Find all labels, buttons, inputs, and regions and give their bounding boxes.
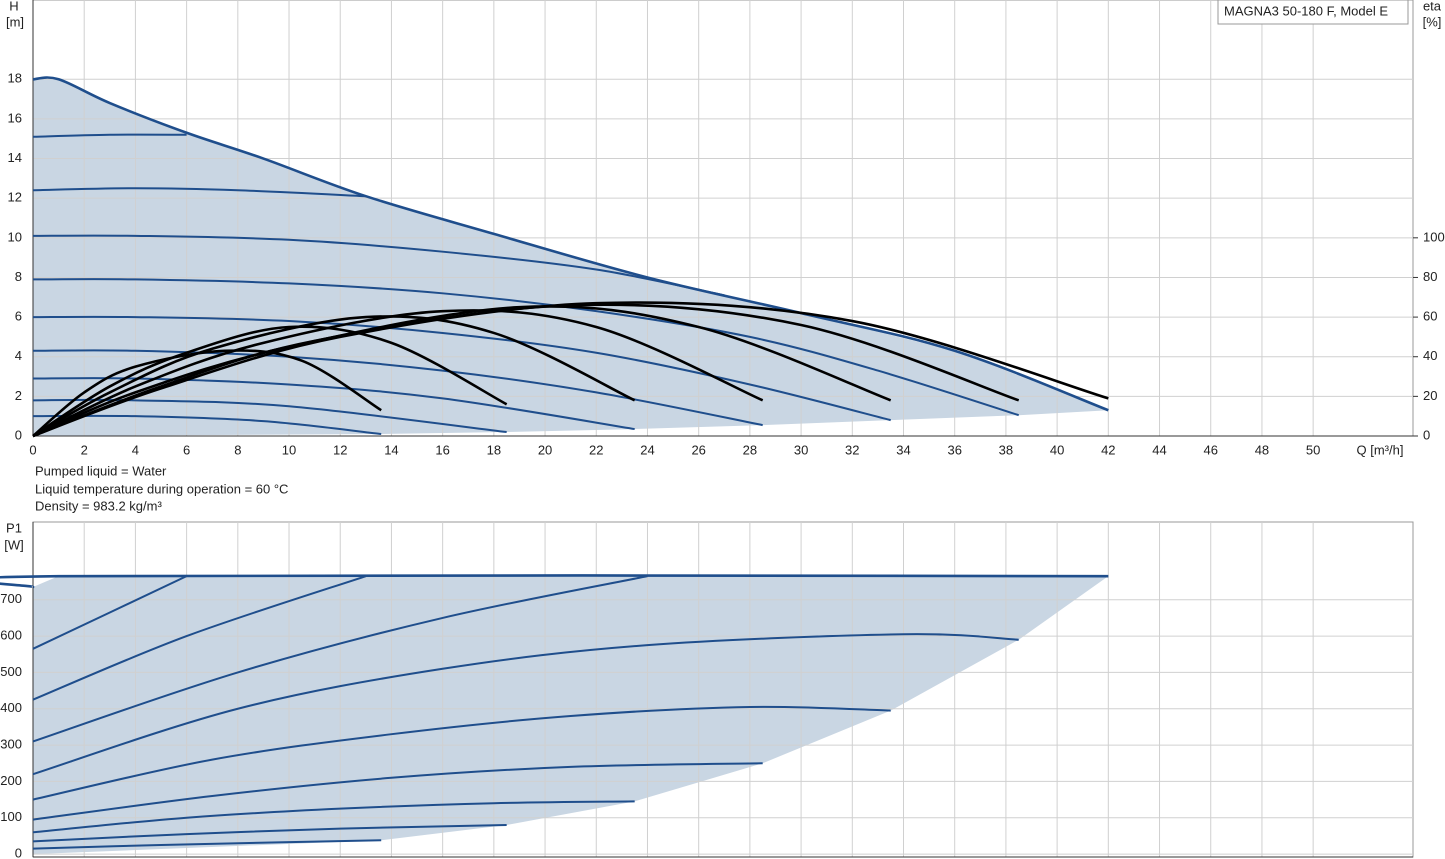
x-tick-label: 10 — [282, 442, 296, 457]
performance-curve — [32, 575, 367, 701]
y-tick-label: 300 — [0, 737, 22, 752]
performance-curve — [32, 278, 1020, 417]
y2-tick-label: 40 — [1423, 348, 1437, 363]
x-tick-label: 14 — [384, 442, 398, 457]
performance-curve — [32, 824, 507, 843]
x-tick-label: 2 — [81, 442, 88, 457]
performance-curve — [32, 133, 187, 138]
efficiency-curve — [32, 301, 1109, 438]
y2-tick-label: 20 — [1423, 388, 1437, 403]
y-tick-label: 700 — [0, 591, 22, 606]
y-tick-label: 400 — [0, 700, 22, 715]
x-tick-label: 32 — [845, 442, 859, 457]
y-tick-label: 0 — [15, 427, 22, 442]
y-tick-label: 600 — [0, 628, 22, 643]
y-tick-label: 18 — [8, 71, 22, 86]
y-label: H — [9, 0, 18, 13]
x-tick-label: 0 — [29, 442, 36, 457]
x-tick-label: 38 — [999, 442, 1013, 457]
y2-tick-label: 0 — [1423, 427, 1430, 442]
performance-curve — [32, 377, 635, 431]
y-tick-label: 12 — [8, 190, 22, 205]
x-tick-label: 12 — [333, 442, 347, 457]
y2-tick-label: 80 — [1423, 269, 1437, 284]
x-tick-label: 50 — [1306, 442, 1320, 457]
x-tick-label: 4 — [132, 442, 139, 457]
y-label: P1 — [6, 520, 22, 535]
performance-curve — [32, 234, 725, 297]
x-tick-label: 16 — [435, 442, 449, 457]
x-tick-label: 8 — [234, 442, 241, 457]
x-tick-label: 36 — [947, 442, 961, 457]
performance-curve — [32, 800, 635, 834]
performance-curve — [32, 575, 648, 743]
y-tick-label: 10 — [8, 229, 22, 244]
x-tick-label: 24 — [640, 442, 654, 457]
y-tick-label: 2 — [15, 388, 22, 403]
performance-curve — [32, 839, 382, 850]
efficiency-curve — [32, 325, 508, 438]
performance-curve — [32, 315, 891, 422]
y-tick-label: 4 — [15, 348, 22, 363]
x-tick-label: 28 — [743, 442, 757, 457]
performance-curve — [32, 705, 891, 801]
operating-area — [33, 79, 1109, 436]
performance-curve — [32, 762, 763, 821]
x-tick-label: 42 — [1101, 442, 1115, 457]
note: Density = 983.2 kg/m³ — [35, 498, 162, 513]
x-tick-label: 34 — [896, 442, 910, 457]
x-tick-label: 48 — [1255, 442, 1269, 457]
y2-tick-label: 60 — [1423, 309, 1437, 324]
y-tick-label: 16 — [8, 110, 22, 125]
y-tick-label: 100 — [0, 809, 22, 824]
note: Liquid temperature during operation = 60… — [35, 481, 288, 496]
y-tick-label: 14 — [8, 150, 22, 165]
performance-curve — [32, 575, 188, 650]
note: Pumped liquid = Water — [35, 463, 167, 478]
y-tick-label: 0 — [15, 846, 22, 859]
y-tick-label: 500 — [0, 664, 22, 679]
performance-curve — [32, 76, 1109, 412]
y-tick-label: 200 — [0, 773, 22, 788]
x-tick-label: 46 — [1204, 442, 1218, 457]
shade-layer — [33, 79, 1109, 855]
performance-curve — [0, 574, 1109, 589]
x-tick-label: 20 — [538, 442, 552, 457]
performance-curve — [32, 398, 507, 434]
x-tick-label: 18 — [487, 442, 501, 457]
x-tick-label: 26 — [691, 442, 705, 457]
y-unit: [W] — [4, 537, 24, 552]
y-unit: [m] — [6, 14, 24, 29]
x-tick-label: 44 — [1152, 442, 1166, 457]
curve-layer — [0, 76, 1109, 850]
x-tick-label: 22 — [589, 442, 603, 457]
x-tick-label: 6 — [183, 442, 190, 457]
efficiency-curve — [32, 305, 892, 438]
performance-curve — [32, 187, 366, 198]
y2-unit: [%] — [1423, 14, 1442, 29]
model-box — [1217, 0, 1409, 25]
x-label: Q [m³/h] — [1357, 442, 1404, 457]
efficiency-curve — [32, 315, 636, 438]
y-tick-label: 6 — [15, 309, 22, 324]
y-tick-label: 8 — [15, 269, 22, 284]
y2-label: eta — [1423, 0, 1442, 13]
x-tick-label: 40 — [1050, 442, 1064, 457]
performance-curve — [32, 633, 1019, 776]
y2-tick-label: 100 — [1423, 229, 1445, 244]
efficiency-curve — [32, 309, 764, 438]
x-tick-label: 30 — [794, 442, 808, 457]
model-label: MAGNA3 50-180 F, Model E — [1224, 3, 1388, 18]
efficiency-curve — [32, 349, 382, 437]
